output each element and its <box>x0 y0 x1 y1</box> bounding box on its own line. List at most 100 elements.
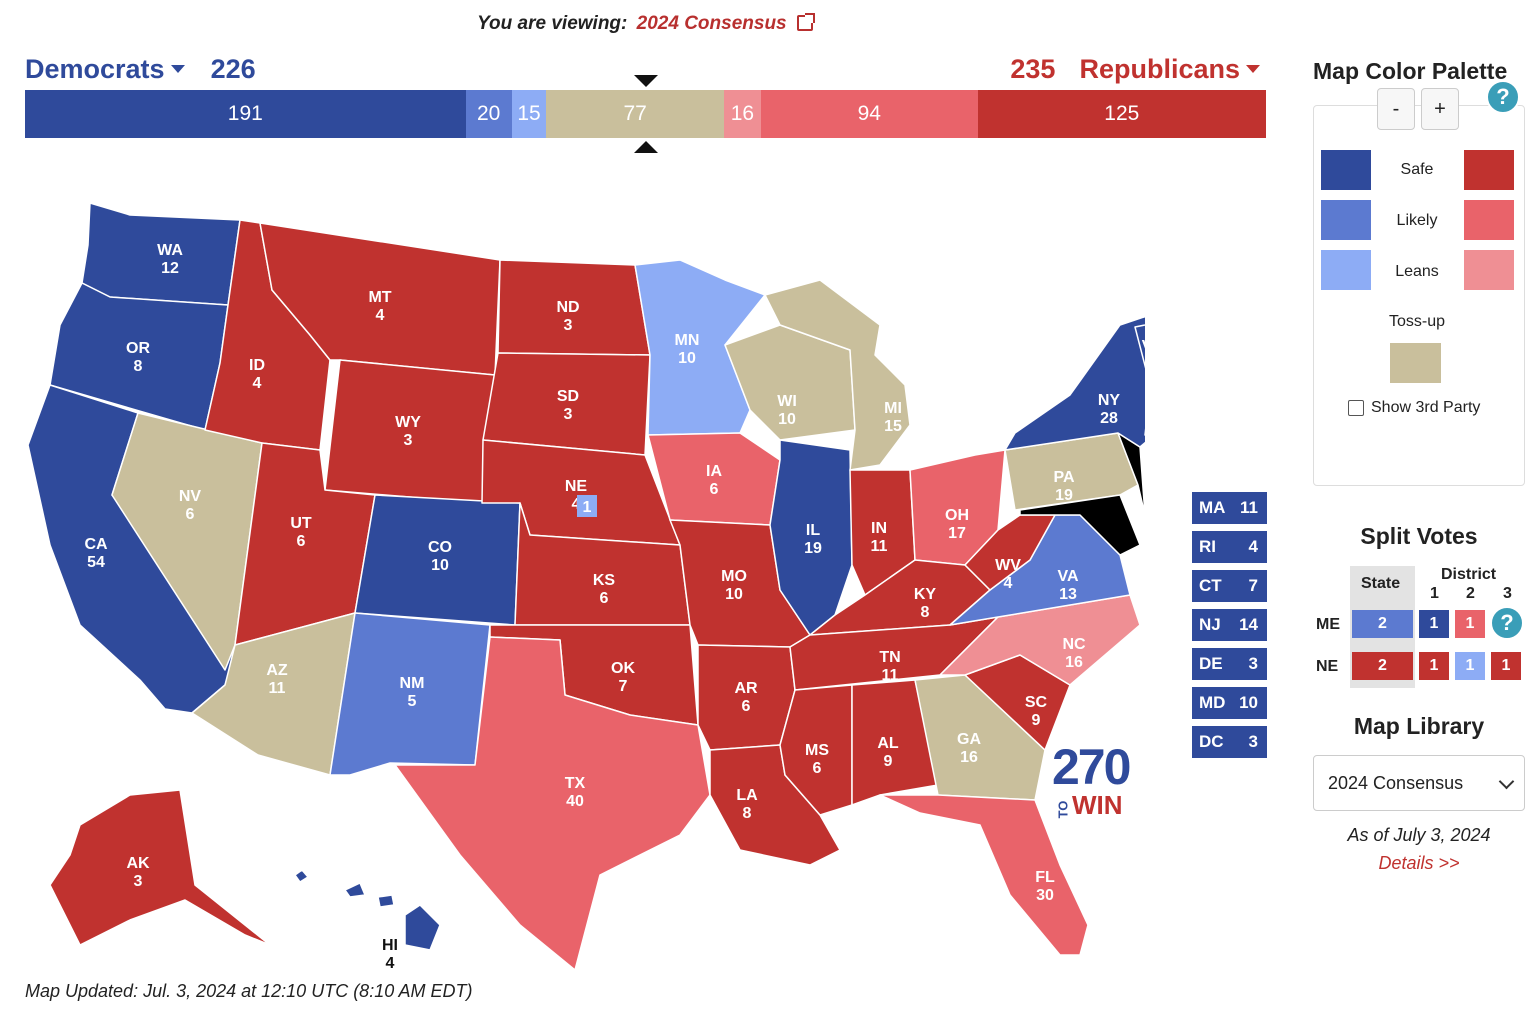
label-likely: Likely <box>1396 212 1438 229</box>
state-label-ID: ID <box>249 357 265 374</box>
small-state-abbr: CT <box>1199 576 1222 595</box>
small-state-CT[interactable]: CT 7 <box>1192 570 1267 602</box>
small-state-abbr: DE <box>1199 654 1223 673</box>
state-HI[interactable] <box>404 904 441 951</box>
state-AL[interactable] <box>851 679 939 806</box>
state-label-AK: AK <box>126 855 150 872</box>
state-label-GA: GA <box>957 731 981 748</box>
chevron-down-icon[interactable] <box>1246 65 1260 73</box>
external-link-icon[interactable] <box>796 13 815 31</box>
split-votes-help-icon[interactable]: ? <box>1490 606 1524 640</box>
consensus-link[interactable]: 2024 Consensus <box>636 13 787 34</box>
state-label-WI: WI <box>777 393 797 410</box>
split-me-d1[interactable]: 1 <box>1419 610 1449 638</box>
bar-segment-5: 94 <box>760 90 978 138</box>
state-label-VT: VT <box>1142 338 1145 355</box>
palette-help-icon[interactable]: ? <box>1486 80 1520 114</box>
democrats-label[interactable]: Democrats <box>25 54 165 84</box>
split-d2-header: 2 <box>1466 585 1475 602</box>
state-ev-NE: 4 <box>572 496 581 513</box>
state-ev-WV: 4 <box>1004 575 1013 592</box>
chevron-down-icon[interactable] <box>1498 773 1515 790</box>
state-ev-MT: 4 <box>376 307 385 324</box>
ne-cd2-value: 1 <box>583 499 592 516</box>
state-ev-AR: 6 <box>742 698 751 715</box>
chevron-down-icon[interactable] <box>170 65 185 73</box>
270-marker-bottom-icon <box>634 141 658 153</box>
state-ev-PA: 19 <box>1055 487 1073 504</box>
show-3rd-party-checkbox[interactable] <box>1348 400 1364 416</box>
democrats-header[interactable]: Democrats 226 <box>25 54 256 85</box>
state-label-NM: NM <box>400 675 425 692</box>
state-MI[interactable] <box>764 279 911 471</box>
state-GA[interactable] <box>914 674 1046 801</box>
palette-plus-button[interactable]: + <box>1421 88 1459 130</box>
state-label-UT: UT <box>290 515 312 532</box>
map-library-selected[interactable]: 2024 Consensus <box>1328 772 1464 793</box>
state-label-AZ: AZ <box>266 662 288 679</box>
small-state-ev: 7 <box>1248 576 1258 595</box>
split-ne-d2[interactable]: 1 <box>1455 652 1485 680</box>
small-state-MA[interactable]: MA 11 <box>1192 492 1267 524</box>
details-link[interactable]: Details >> <box>1378 853 1460 873</box>
map-svg[interactable]: WA12OR8CA54NV6ID4MT4WY3UT6AZ11CO10NM5ND3… <box>20 185 1266 985</box>
swatch-tossup[interactable] <box>1390 343 1441 383</box>
small-state-MD[interactable]: MD 10 <box>1192 687 1267 719</box>
republicans-header[interactable]: 235 Republicans <box>1010 54 1266 85</box>
swatch-leans-dem[interactable] <box>1321 250 1371 290</box>
swatch-likely-dem[interactable] <box>1321 200 1371 240</box>
show-3rd-party-toggle[interactable]: Show 3rd Party <box>1348 399 1480 417</box>
split-me-d2[interactable]: 1 <box>1455 610 1485 638</box>
small-state-DC[interactable]: DC 3 <box>1192 726 1267 758</box>
state-label-NC: NC <box>1062 636 1086 653</box>
swatch-leans-rep[interactable] <box>1464 250 1514 290</box>
swatch-safe-rep[interactable] <box>1464 150 1514 190</box>
state-label-MI: MI <box>884 400 902 417</box>
state-MD[interactable] <box>1019 494 1141 556</box>
state-AK[interactable] <box>49 789 271 946</box>
state-ev-AZ: 11 <box>269 680 286 697</box>
map-updated-text: Map Updated: Jul. 3, 2024 at 12:10 UTC (… <box>25 981 473 1001</box>
state-FL[interactable] <box>879 794 1089 956</box>
state-label-IL: IL <box>806 522 820 539</box>
small-state-DE[interactable]: DE 3 <box>1192 648 1267 680</box>
small-state-RI[interactable]: RI 4 <box>1192 531 1267 563</box>
bar-segment-6: 125 <box>977 90 1266 138</box>
state-TX[interactable] <box>394 636 711 971</box>
show-3rd-party-label[interactable]: Show 3rd Party <box>1371 399 1481 416</box>
state-label-OH: OH <box>945 507 969 524</box>
state-ev-ID: 4 <box>253 375 262 392</box>
state-ev-NC: 16 <box>1065 654 1083 671</box>
ne-cd2-badge[interactable] <box>577 495 597 517</box>
republicans-label[interactable]: Republicans <box>1079 54 1240 84</box>
state-ev-OK: 7 <box>619 678 628 695</box>
small-states-list: MA 11 RI 4 CT 7 NJ 14 DE 3 MD 10 DC 3 <box>1192 492 1267 765</box>
label-leans: Leans <box>1395 263 1439 280</box>
state-label-LA: LA <box>736 787 758 804</box>
small-state-ev: 11 <box>1240 498 1258 517</box>
small-state-NJ[interactable]: NJ 14 <box>1192 609 1267 641</box>
state-NY[interactable] <box>1004 314 1161 451</box>
small-state-ev: 10 <box>1239 693 1258 712</box>
split-me-state[interactable]: 2 <box>1352 610 1413 638</box>
state-label-PA: PA <box>1053 469 1074 486</box>
split-ne-d1[interactable]: 1 <box>1419 652 1449 680</box>
state-ev-WI: 10 <box>778 411 796 428</box>
palette-minus-button[interactable]: - <box>1377 88 1415 130</box>
state-ev-FL: 30 <box>1036 887 1054 904</box>
split-state-header: State <box>1361 575 1401 592</box>
small-state-ev: 14 <box>1239 615 1258 634</box>
state-ev-SC: 9 <box>1032 712 1041 729</box>
state-label-VA: VA <box>1057 568 1078 585</box>
us-electoral-map[interactable]: WA 12 OR 8 CA 54 NV 6 ID 4 MT 4 WY 3 UT 6 AZ 11 CO 10 NM 5 ND 3… <box>20 185 1266 990</box>
state-label-KS: KS <box>593 572 616 589</box>
split-ne-d3[interactable]: 1 <box>1491 652 1521 680</box>
state-label-NE: NE <box>565 478 588 495</box>
small-state-ev: 4 <box>1248 537 1258 556</box>
swatch-safe-dem[interactable] <box>1321 150 1371 190</box>
split-ne-state[interactable]: 2 <box>1352 652 1413 680</box>
map-library-select[interactable]: 2024 Consensus <box>1313 755 1525 811</box>
electoral-vote-bar: 191 20 15 77 16 94 125 <box>25 90 1266 138</box>
bar-segment-4: 16 <box>723 90 761 138</box>
swatch-likely-rep[interactable] <box>1464 200 1514 240</box>
